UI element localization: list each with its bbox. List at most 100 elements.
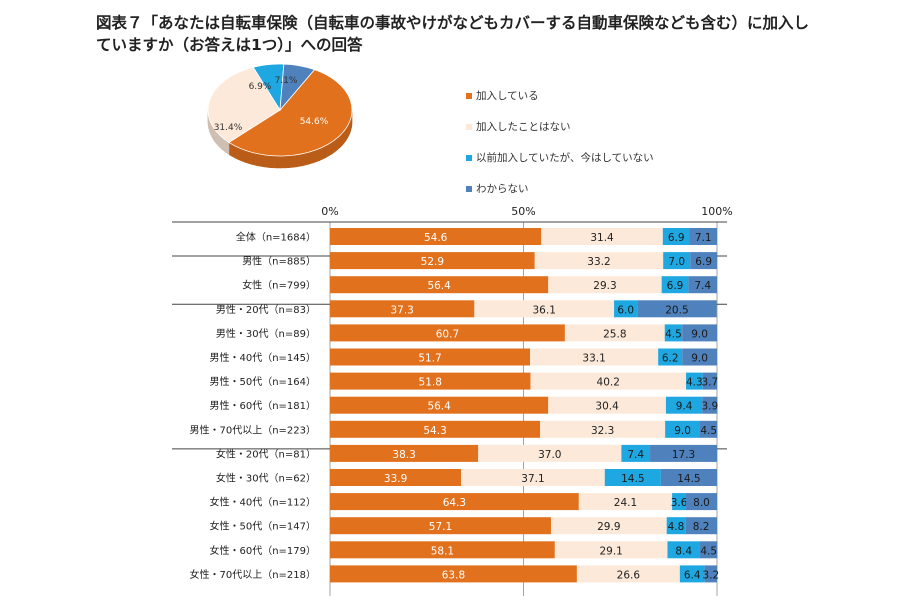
- bar-value-label: 6.0: [617, 304, 634, 316]
- bar-value-label: 33.1: [582, 353, 605, 365]
- bar-segment-unknown: [689, 228, 717, 245]
- bar-value-label: 6.9: [668, 232, 685, 244]
- bar-segment-former: [662, 228, 690, 245]
- bar-value-label: 40.2: [597, 377, 620, 389]
- bar-row: 男性・60代（n=181） 56.4 30.4 9.4 3.9: [209, 396, 718, 414]
- bar-value-label: 26.6: [617, 569, 641, 581]
- bar-segment-joined: [330, 444, 479, 462]
- legend-item-never: 加入したことはない: [466, 111, 654, 142]
- bar-value-label: 29.9: [597, 521, 620, 533]
- bar-value-label: 33.9: [384, 473, 407, 485]
- bar-segment-unknown: [699, 541, 718, 559]
- bar-value-label: 7.4: [694, 280, 711, 292]
- bar-value-label: 4.5: [700, 425, 717, 437]
- bar-value-label: 32.3: [591, 425, 614, 437]
- bar-segment-never: [541, 228, 663, 245]
- legend-label-unknown: わからない: [476, 183, 529, 195]
- bar-value-label: 7.1: [695, 232, 712, 244]
- bar-segment-former: [665, 420, 700, 438]
- bar-row: 女性・30代（n=62） 33.9 37.1 14.5 14.5: [216, 469, 717, 486]
- bar-value-label: 8.0: [693, 497, 710, 509]
- bar-segment-unknown: [699, 420, 718, 438]
- bar-value-label: 52.9: [421, 256, 444, 268]
- bar-value-label: 31.4: [590, 232, 614, 244]
- bar-segment-unknown: [686, 493, 717, 511]
- pie-slice-unknown: [279, 63, 316, 112]
- bar-value-label: 54.6: [424, 232, 448, 244]
- bar-value-label: 17.3: [672, 449, 695, 461]
- legend-swatch-unknown: [466, 185, 472, 192]
- pie-label-never: 31.4%: [214, 123, 243, 133]
- bar-segment-unknown: [688, 276, 717, 294]
- bar-value-label: 29.1: [599, 545, 622, 557]
- bar-value-label: 4.5: [700, 545, 717, 557]
- pie-slices: [207, 63, 353, 157]
- bar-segment-joined: [330, 420, 541, 438]
- bar-segment-joined: [330, 541, 555, 559]
- row-label: 男性（n=885）: [242, 255, 316, 268]
- legend-item-joined: 加入している: [466, 80, 654, 111]
- row-label: 男性・60代（n=181）: [209, 399, 316, 412]
- bar-row: 男性・20代（n=83） 37.3 36.1 6.0 20.5: [216, 300, 717, 318]
- bar-segment-former: [663, 252, 691, 270]
- bar-segment-never: [461, 469, 605, 486]
- bar-segment-never: [550, 517, 667, 535]
- bar-value-label: 3.2: [702, 569, 719, 581]
- bar-value-label: 54.3: [423, 425, 446, 437]
- bar-value-label: 14.5: [621, 473, 644, 485]
- bar-segment-former: [661, 276, 689, 294]
- bar-value-label: 56.4: [427, 280, 451, 292]
- x-tick-label: 100%: [701, 205, 732, 218]
- legend-item-former: 以前加入していたが、今はしていない: [466, 142, 654, 173]
- bar-segment-joined: [330, 396, 549, 414]
- bar-row: 女性・40代（n=112） 64.3 24.1 3.6 8.0: [209, 493, 717, 511]
- bar-value-label: 30.4: [595, 401, 619, 413]
- legend-swatch-former: [466, 154, 472, 161]
- bar-segment-former: [679, 565, 705, 583]
- bar-row: 女性・60代（n=179） 58.1 29.1 8.4 4.5: [209, 541, 718, 559]
- bar-segment-never: [548, 396, 666, 414]
- bar-segment-never: [530, 372, 687, 390]
- bar-value-label: 4.5: [665, 328, 682, 340]
- bar-value-label: 36.1: [533, 304, 556, 316]
- row-label: 男性・40代（n=145）: [209, 351, 316, 364]
- x-tick-label: 50%: [511, 205, 535, 218]
- bar-value-label: 20.5: [665, 304, 688, 316]
- bar-value-label: 6.9: [667, 280, 684, 292]
- bar-segment-never: [548, 276, 662, 294]
- bar-segment-never: [540, 420, 666, 438]
- bar-segment-joined: [330, 276, 549, 294]
- bar-value-label: 4.3: [686, 377, 703, 389]
- bar-segment-former: [604, 469, 661, 486]
- row-label: 女性・40代（n=112）: [209, 496, 316, 509]
- pie-label-joined: 54.6%: [300, 117, 329, 127]
- bar-segment-joined: [330, 469, 462, 486]
- bar-segment-joined: [330, 348, 531, 366]
- bar-value-label: 51.7: [418, 353, 441, 365]
- bar-value-label: 6.2: [662, 353, 679, 365]
- bar-segment-joined: [330, 493, 579, 511]
- bar-row: 女性（n=799） 56.4 29.3 6.9 7.4: [242, 276, 717, 294]
- bar-segment-never: [578, 493, 673, 511]
- row-label: 全体（n=1684）: [236, 231, 316, 244]
- bar-value-label: 7.0: [668, 256, 685, 268]
- bar-value-label: 63.8: [442, 569, 465, 581]
- bar-segment-unknown: [704, 565, 717, 583]
- bar-value-label: 58.1: [431, 545, 454, 557]
- pie-label-unknown: 7.1%: [275, 76, 298, 86]
- bar-row: 女性・70代以上（n=218） 63.8 26.6 6.4 3.2: [189, 565, 719, 583]
- row-label: 女性・70代以上（n=218）: [189, 568, 316, 581]
- bar-value-label: 14.5: [677, 473, 700, 485]
- row-label: 男性・70代以上（n=223）: [189, 423, 316, 436]
- bar-value-label: 4.8: [668, 521, 685, 533]
- bar-segment-joined: [330, 372, 531, 390]
- pie-side-walls: [207, 109, 353, 169]
- bar-segment-unknown: [682, 324, 717, 342]
- bar-segment-unknown: [685, 517, 717, 535]
- row-label: 男性・20代（n=83）: [216, 303, 316, 316]
- bar-segment-former: [667, 541, 700, 559]
- bar-value-label: 37.3: [390, 304, 413, 316]
- bar-value-label: 37.1: [521, 473, 544, 485]
- bar-segment-never: [554, 541, 668, 559]
